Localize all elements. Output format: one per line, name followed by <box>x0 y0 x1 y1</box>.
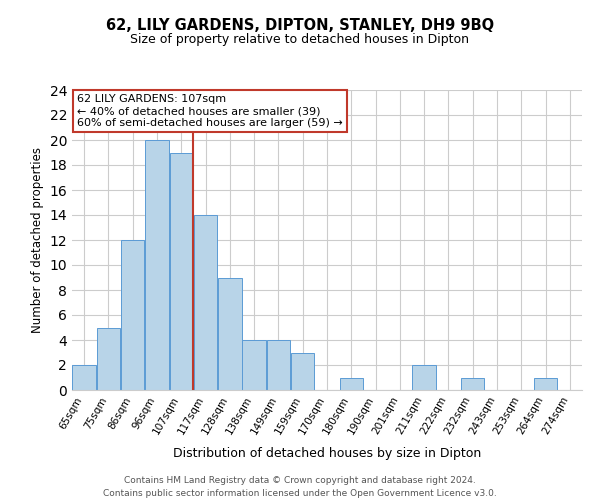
Text: 62 LILY GARDENS: 107sqm
← 40% of detached houses are smaller (39)
60% of semi-de: 62 LILY GARDENS: 107sqm ← 40% of detache… <box>77 94 343 128</box>
Bar <box>145 140 169 390</box>
Bar <box>461 378 484 390</box>
Text: 62, LILY GARDENS, DIPTON, STANLEY, DH9 9BQ: 62, LILY GARDENS, DIPTON, STANLEY, DH9 9… <box>106 18 494 32</box>
Bar <box>412 365 436 390</box>
Bar <box>534 378 557 390</box>
Bar <box>266 340 290 390</box>
X-axis label: Distribution of detached houses by size in Dipton: Distribution of detached houses by size … <box>173 448 481 460</box>
Bar <box>97 328 120 390</box>
Bar <box>242 340 266 390</box>
Bar <box>170 152 193 390</box>
Bar <box>340 378 363 390</box>
Bar <box>73 365 96 390</box>
Bar <box>291 352 314 390</box>
Bar <box>194 215 217 390</box>
Bar <box>121 240 145 390</box>
Bar <box>218 278 242 390</box>
Text: Contains HM Land Registry data © Crown copyright and database right 2024.
Contai: Contains HM Land Registry data © Crown c… <box>103 476 497 498</box>
Y-axis label: Number of detached properties: Number of detached properties <box>31 147 44 333</box>
Text: Size of property relative to detached houses in Dipton: Size of property relative to detached ho… <box>131 32 470 46</box>
